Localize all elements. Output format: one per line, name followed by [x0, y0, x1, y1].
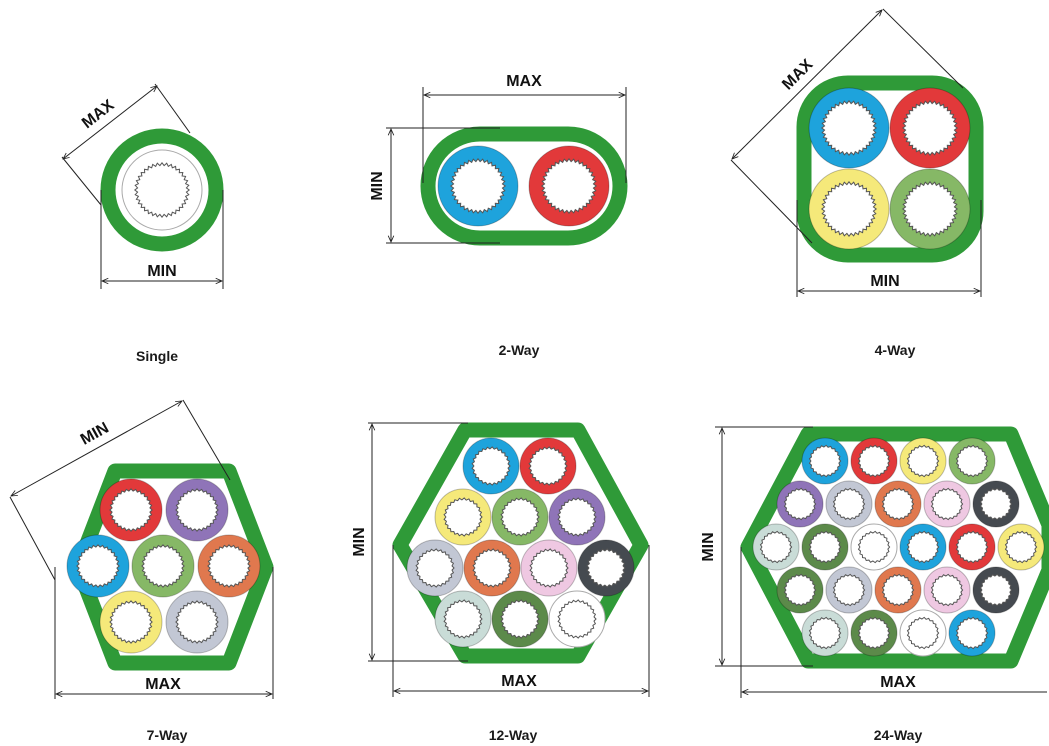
- max-dimension-label: MAX: [506, 73, 542, 90]
- core-yellow: [997, 523, 1045, 571]
- core-orange: [197, 534, 261, 598]
- core-darkgreen: [776, 566, 824, 614]
- core-pink: [520, 539, 578, 597]
- core-silver: [825, 566, 873, 614]
- core-darkgreen: [850, 609, 898, 657]
- min-dimension: MIN: [100, 190, 224, 289]
- diagram-24-way: MIN MAX 24-Way: [700, 426, 1049, 743]
- core-silver: [406, 539, 464, 597]
- min-dimension-label: MIN: [369, 171, 386, 200]
- diagram-caption: 7-Way: [147, 727, 188, 743]
- min-dimension-label: MIN: [700, 532, 717, 561]
- min-dimension: MIN: [796, 200, 982, 297]
- core-red: [850, 437, 898, 485]
- core-black: [972, 566, 1020, 614]
- max-dimension: MAX: [422, 73, 627, 183]
- core-darkgreen: [491, 590, 549, 648]
- core-blue: [462, 437, 520, 495]
- core-white: [850, 523, 898, 571]
- core-blue: [948, 609, 996, 657]
- cable-jacket: [392, 422, 649, 664]
- core-mint: [434, 590, 492, 648]
- core-red: [99, 478, 163, 542]
- core-darkgreen: [801, 523, 849, 571]
- cable-jacket: [796, 75, 984, 263]
- diagram-caption: Single: [136, 348, 178, 364]
- core-yellow: [434, 488, 492, 546]
- core-blue: [801, 437, 849, 485]
- max-dimension: MAX: [740, 547, 1047, 698]
- core-red: [889, 87, 971, 169]
- core-green: [948, 437, 996, 485]
- core-blue: [66, 534, 130, 598]
- cable-jacket: [740, 426, 1049, 669]
- core-yellow: [99, 590, 163, 654]
- core-orange: [874, 566, 922, 614]
- cable-jacket: [420, 126, 628, 246]
- diagram-2-way: MAX MIN 2-Way: [369, 73, 628, 358]
- max-dimension-label: MAX: [145, 676, 181, 693]
- core-purple: [548, 488, 606, 546]
- core-black: [972, 480, 1020, 528]
- core-red: [528, 145, 610, 227]
- core-blue: [437, 145, 519, 227]
- core-blue: [899, 523, 947, 571]
- max-dimension-label: MAX: [880, 674, 916, 691]
- diagram-caption: 2-Way: [499, 342, 540, 358]
- core-pink: [923, 480, 971, 528]
- max-dimension-label: MAX: [779, 56, 816, 93]
- diagram-caption: 12-Way: [489, 727, 538, 743]
- max-dimension: MAX: [54, 567, 274, 699]
- max-dimension: MAX: [392, 545, 650, 697]
- core-white: [121, 149, 203, 231]
- core-purple: [165, 478, 229, 542]
- diagram-single: MAX MIN Single: [61, 83, 224, 364]
- core-orange: [463, 539, 521, 597]
- core-mint: [801, 609, 849, 657]
- core-blue: [808, 87, 890, 169]
- core-green: [131, 534, 195, 598]
- core-green: [491, 488, 549, 546]
- core-silver: [165, 590, 229, 654]
- min-dimension: MIN: [369, 127, 500, 244]
- min-dimension: MIN: [700, 426, 813, 667]
- core-white: [548, 590, 606, 648]
- min-dimension-label: MIN: [870, 273, 899, 290]
- diagram-caption: 24-Way: [874, 727, 923, 743]
- core-white: [899, 609, 947, 657]
- min-dimension: MIN: [351, 422, 468, 662]
- core-pink: [923, 566, 971, 614]
- diagram-4-way: MAX MIN 4-Way: [730, 8, 984, 358]
- diagram-caption: 4-Way: [875, 342, 916, 358]
- core-red: [519, 437, 577, 495]
- max-dimension-label: MAX: [501, 673, 537, 690]
- min-dimension-label: MIN: [147, 263, 176, 280]
- max-dimension-label: MAX: [79, 97, 118, 132]
- core-purple: [776, 480, 824, 528]
- core-yellow: [808, 168, 890, 250]
- core-red: [948, 523, 996, 571]
- core-black: [577, 539, 635, 597]
- core-yellow: [899, 437, 947, 485]
- core-green: [889, 168, 971, 250]
- min-dimension-label: MIN: [351, 527, 368, 556]
- core-mint: [752, 523, 800, 571]
- core-silver: [825, 480, 873, 528]
- core-orange: [874, 480, 922, 528]
- diagram-7-way: MIN MAX 7-Way: [9, 399, 274, 743]
- min-dimension-label: MIN: [78, 420, 112, 449]
- diagram-12-way: MIN MAX 12-Way: [351, 422, 650, 743]
- cable-jacket: [100, 128, 224, 252]
